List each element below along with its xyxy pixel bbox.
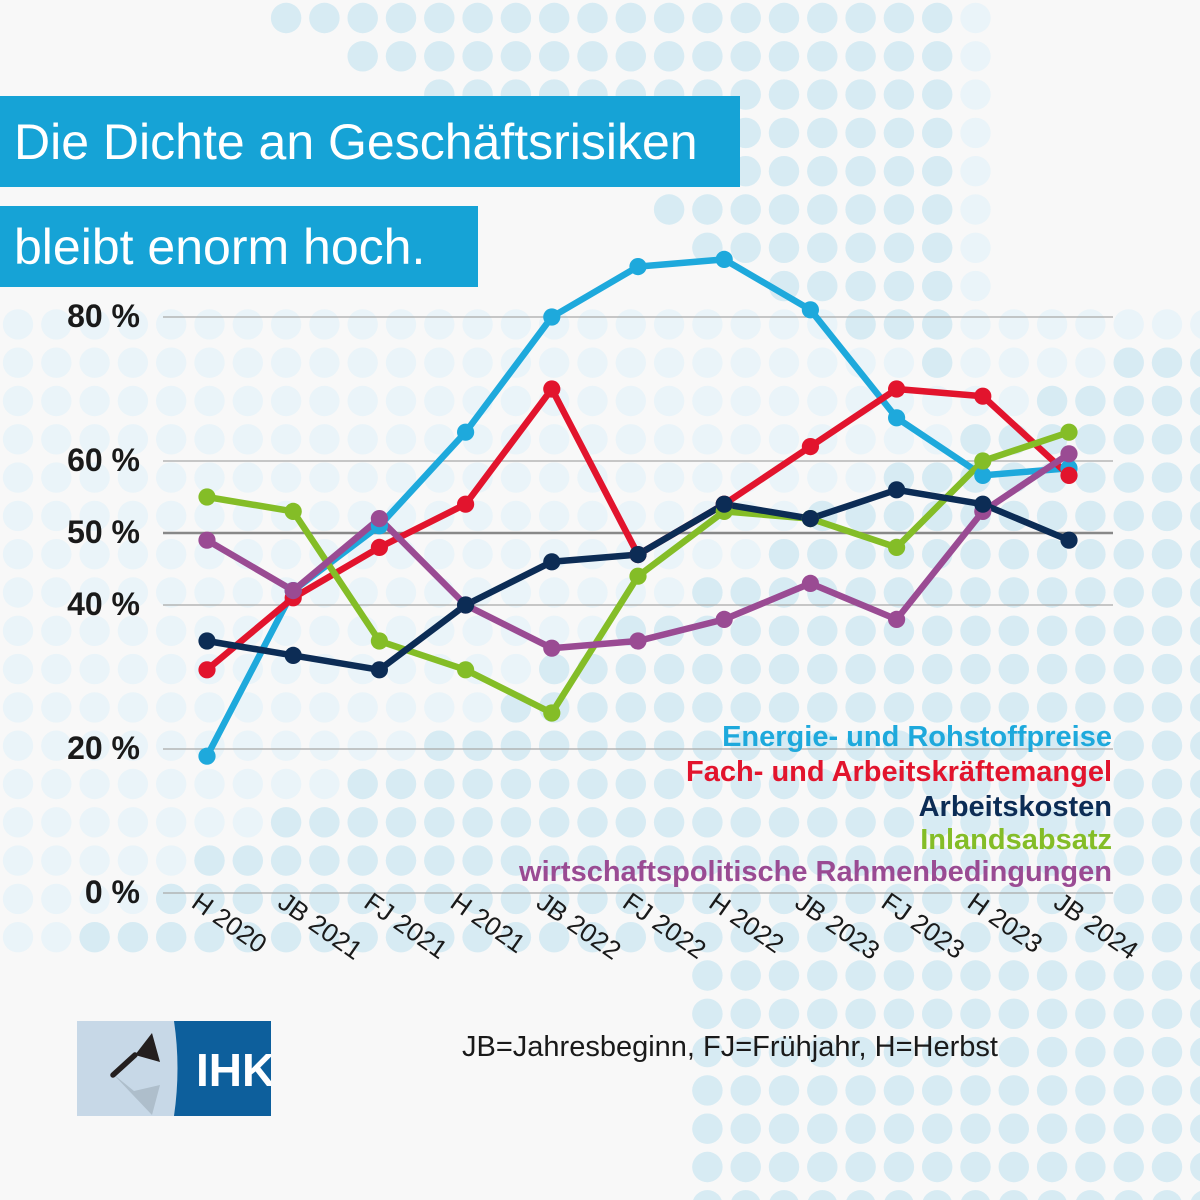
svg-text:IHK: IHK xyxy=(196,1044,275,1096)
